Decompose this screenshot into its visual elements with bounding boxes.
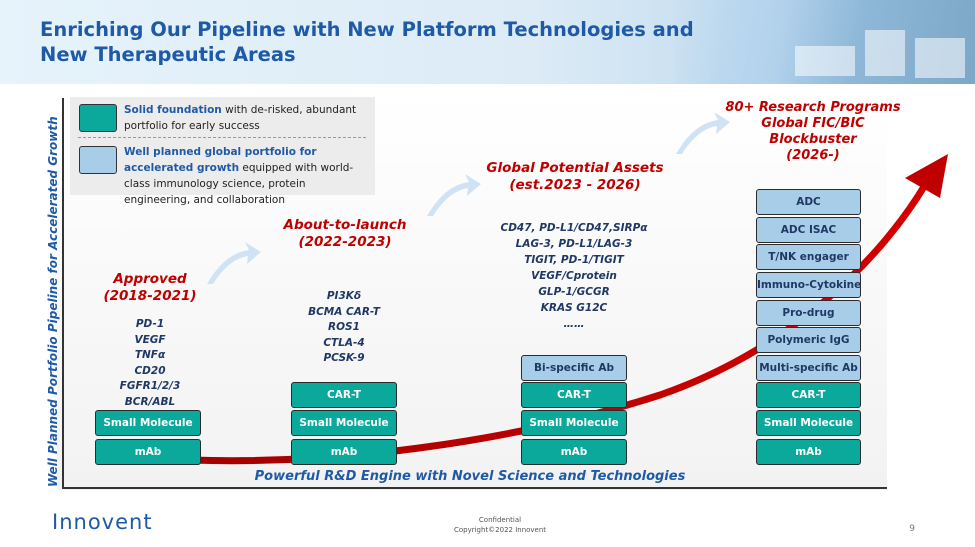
target-item: …… (563, 318, 585, 330)
platform-box-mab: mAb (95, 439, 201, 465)
y-axis-label: Well Planned Portfolio Pipeline for Acce… (46, 116, 60, 487)
company-logo: Innovent (52, 510, 153, 534)
platform-box-bi-specific-ab: Bi-specific Ab (521, 355, 627, 381)
target-list-global-potential: CD47, PD-L1/CD47,SIRPα LAG-3, PD-L1/LAG-… (489, 220, 659, 332)
chevron-right-icon (676, 112, 730, 154)
platform-box-mab: mAb (756, 439, 861, 465)
target-list-about-to-launch: PI3Kδ BCMA CAR-T ROS1 CTLA-4 PCSK-9 (284, 289, 404, 367)
stage-title-about-to-launch: About-to-launch (2022-2023) (283, 217, 407, 250)
platform-box-pro-drug: Pro-drug (756, 300, 861, 326)
platform-box-small-molecule: Small Molecule (756, 410, 861, 436)
x-axis-label: Powerful R&D Engine with Novel Science a… (254, 469, 686, 484)
platform-box-mab: mAb (521, 439, 627, 465)
legend-swatch-solid (79, 104, 117, 132)
target-item: CD47, PD-L1/CD47,SIRPα (500, 222, 648, 234)
target-item: CD20 (134, 364, 166, 377)
platform-box-small-molecule: Small Molecule (291, 410, 397, 436)
stage-title-global-potential: Global Potential Assets (est.2023 - 2026… (486, 160, 664, 193)
legend: Solid foundation with de-risked, abundan… (70, 97, 375, 206)
target-item: TNFα (134, 349, 166, 361)
y-axis (62, 98, 64, 488)
legend-swatch-planned (79, 146, 117, 174)
target-item: VEGF (134, 333, 166, 346)
target-list-approved: PD-1 VEGF TNFα CD20 FGFR1/2/3 BCR/ABL (90, 317, 210, 410)
footer-confidential: Confidential Copyright©2022 Innovent (453, 516, 547, 534)
legend-text-planned: Well planned global portfolio for accele… (124, 146, 354, 206)
target-item: BCMA CAR-T (308, 305, 380, 318)
platform-box-polymeric-igg: Polymeric IgG (756, 327, 861, 353)
target-item: BCR/ABL (124, 395, 176, 408)
platform-box-t-nk-engager: T/NK engager (756, 244, 861, 270)
target-item: VEGF/Cprotein (531, 270, 617, 282)
target-item: ROS1 (328, 321, 360, 333)
target-item: LAG-3, PD-L1/LAG-3 (515, 238, 633, 250)
platform-box-car-t: CAR-T (291, 382, 397, 408)
legend-divider (78, 137, 366, 138)
page-title: Enriching Our Pipeline with New Platform… (40, 18, 694, 66)
platform-box-multi-specific-ab: Multi-specific Ab (756, 355, 861, 381)
platform-box-car-t: CAR-T (756, 382, 861, 408)
x-axis (62, 487, 887, 489)
target-item: TIGIT, PD-1/TIGIT (524, 254, 624, 266)
platform-box-car-t: CAR-T (521, 382, 627, 408)
stage-title-approved: Approved (2018-2021) (103, 271, 197, 304)
legend-text-solid: Solid foundation with de-risked, abundan… (124, 104, 357, 132)
platform-box-small-molecule: Small Molecule (521, 410, 627, 436)
platform-box-small-molecule: Small Molecule (95, 410, 201, 436)
target-item: GLP-1/GCGR (538, 286, 610, 298)
target-item: PI3Kδ (326, 290, 362, 302)
page-number: 9 (909, 524, 915, 534)
chevron-right-icon (207, 242, 261, 284)
platform-box-adc-isac: ADC ISAC (756, 217, 861, 243)
stage-title-research: 80+ Research Programs Global FIC/BIC Blo… (725, 100, 901, 163)
target-item: PD-1 (135, 318, 165, 330)
header-banner: Enriching Our Pipeline with New Platform… (0, 0, 975, 84)
target-item: CTLA-4 (323, 336, 365, 349)
target-item: PCSK-9 (323, 352, 365, 364)
header-building-photo (675, 0, 975, 84)
target-item: KRAS G12C (540, 302, 608, 314)
platform-box-mab: mAb (291, 439, 397, 465)
target-item: FGFR1/2/3 (119, 380, 181, 392)
chevron-right-icon (427, 174, 481, 216)
platform-box-immuno-cytokine: Immuno-Cytokine (756, 272, 861, 298)
platform-box-adc: ADC (756, 189, 861, 215)
